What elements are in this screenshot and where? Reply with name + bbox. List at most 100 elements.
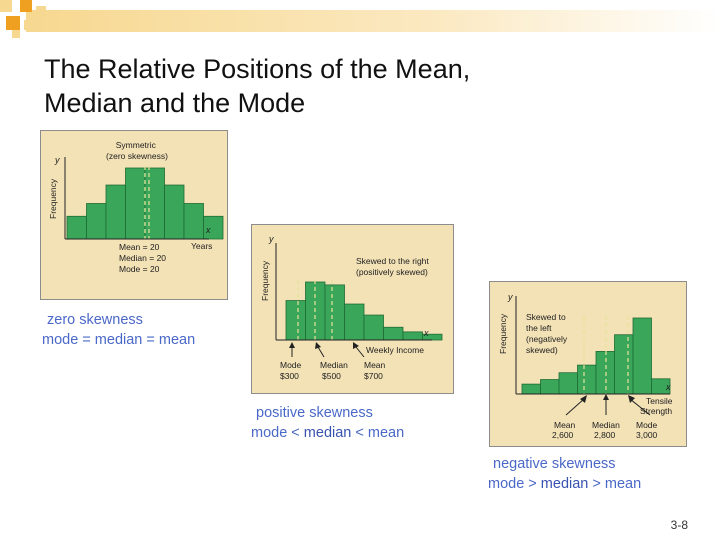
- y-axis-symbol: y: [54, 155, 60, 165]
- frequency-label: Frequency: [48, 178, 58, 219]
- histogram-bar: [105, 184, 126, 240]
- histogram-bar: [86, 203, 107, 240]
- stat-mean: Mean = 20: [119, 242, 160, 252]
- symmetric-caption-relation: mode = median = mean: [42, 332, 196, 348]
- x-axis-symbol: x: [423, 328, 429, 338]
- mean-arrow: [565, 398, 585, 416]
- relation-part: mode <: [251, 425, 304, 441]
- x-axis-label-line: Strength: [640, 406, 672, 416]
- histogram-bar: [285, 300, 306, 341]
- histogram-bar: [66, 215, 87, 240]
- histogram-bar: [363, 314, 384, 341]
- positive-caption-relation: mode < median < mean: [251, 423, 404, 443]
- histogram-bar: [344, 303, 365, 341]
- histogram-bar: [540, 379, 560, 395]
- positive-skew-histogram: y x Frequency Skewed to the right (posit…: [260, 234, 443, 381]
- x-axis-label: Tensile Strength: [640, 396, 675, 416]
- histogram-bar: [521, 383, 541, 395]
- stat-median-name: Median: [592, 420, 620, 430]
- y-axis-symbol: y: [268, 234, 274, 244]
- histogram-bar: [402, 331, 423, 341]
- distribution-label-line: Skewed to: [526, 312, 566, 322]
- stat-median-value: $500: [322, 371, 341, 381]
- positive-caption: positive skewness mode < median < mean: [251, 403, 404, 443]
- symmetric-bars: [66, 166, 224, 240]
- stat-mode-name: Mode: [280, 360, 302, 370]
- x-axis-label-line: Tensile: [646, 396, 673, 406]
- histogram-bar: [614, 334, 634, 395]
- negative-caption-relation: mode > median > mean: [488, 474, 641, 494]
- histogram-bar: [125, 167, 146, 240]
- mode-arrowhead: [628, 395, 635, 403]
- relation-part: > mean: [588, 476, 642, 492]
- distribution-label-line: (negatively: [526, 334, 568, 344]
- symmetric-histogram: y x Frequency Symmetric (zero skewness) …: [48, 140, 224, 274]
- histogram-bar: [144, 167, 165, 240]
- deco-square: [36, 6, 46, 16]
- deco-square: [20, 0, 32, 12]
- stat-median-value: 2,800: [594, 430, 616, 440]
- deco-square: [12, 30, 20, 38]
- distribution-label-line: skewed): [526, 345, 558, 355]
- stat-mean-name: Mean: [554, 420, 576, 430]
- stat-mean-name: Mean: [364, 360, 386, 370]
- median-arrow: [317, 346, 325, 358]
- frequency-label: Frequency: [260, 260, 270, 301]
- histogram-bar: [595, 351, 615, 395]
- stat-mode: Mode = 20: [119, 264, 160, 274]
- x-axis-symbol: x: [205, 225, 211, 235]
- median-arrowhead: [315, 342, 321, 349]
- frequency-label: Frequency: [498, 313, 508, 354]
- distribution-label-line: (positively skewed): [356, 267, 428, 277]
- stat-mean-value: 2,600: [552, 430, 574, 440]
- distribution-label: Symmetric (zero skewness): [106, 140, 168, 161]
- relation-median: median: [303, 425, 352, 441]
- stat-median-name: Median: [320, 360, 348, 370]
- histogram-bar: [324, 284, 345, 341]
- positive-skew-panel: y x Frequency Skewed to the right (posit…: [251, 224, 454, 394]
- negative-skew-panel: y x Frequency Skewed to the left (negati…: [489, 281, 687, 447]
- top-gradient-bar: [26, 10, 720, 32]
- positive-caption-title: positive skewness: [256, 405, 373, 421]
- corner-decoration: [0, 0, 720, 38]
- distribution-label: Skewed to the right (positively skewed): [356, 256, 431, 277]
- histogram-bar: [632, 317, 652, 395]
- mode-arrowhead: [289, 342, 295, 348]
- symmetric-caption: zero skewness mode = median = mean: [42, 310, 195, 350]
- slide-title: The Relative Positions of the Mean, Medi…: [44, 54, 471, 118]
- median-arrowhead: [603, 394, 609, 400]
- stat-mode-name: Mode: [636, 420, 658, 430]
- y-axis-symbol: y: [507, 292, 513, 302]
- distribution-label: Skewed to the left (negatively skewed): [526, 312, 569, 355]
- mode-arrow: [629, 398, 651, 416]
- mean-arrowhead: [353, 342, 359, 349]
- distribution-label-line: Skewed to the right: [356, 256, 429, 266]
- deco-square: [6, 16, 20, 30]
- x-axis-label: Years: [191, 241, 212, 251]
- relation-median: median: [540, 476, 589, 492]
- histogram-bar: [383, 326, 404, 341]
- relation-part: mode >: [488, 476, 541, 492]
- mean-arrowhead: [580, 395, 587, 403]
- positive-bars: [285, 280, 443, 341]
- stat-median: Median = 20: [119, 253, 166, 263]
- stat-mode-value: 3,000: [636, 430, 658, 440]
- relation-part: < mean: [351, 425, 405, 441]
- histogram-bar: [422, 333, 443, 341]
- deco-square: [24, 20, 34, 30]
- distribution-label-line: (zero skewness): [106, 151, 168, 161]
- histogram-bar: [203, 215, 224, 240]
- page-number: 3-8: [670, 518, 688, 532]
- symmetric-caption-title: zero skewness: [47, 312, 143, 328]
- histogram-bar: [183, 203, 204, 240]
- histogram-bar: [164, 184, 185, 240]
- negative-caption-title: negative skewness: [493, 456, 616, 472]
- histogram-bar: [577, 364, 597, 395]
- mean-arrow: [355, 346, 365, 358]
- stat-mode-value: $300: [280, 371, 299, 381]
- deco-square: [0, 0, 12, 12]
- stat-mean-value: $700: [364, 371, 383, 381]
- histogram-bar: [558, 372, 578, 395]
- symmetric-panel: y x Frequency Symmetric (zero skewness) …: [40, 130, 228, 300]
- x-axis-symbol: x: [665, 382, 671, 392]
